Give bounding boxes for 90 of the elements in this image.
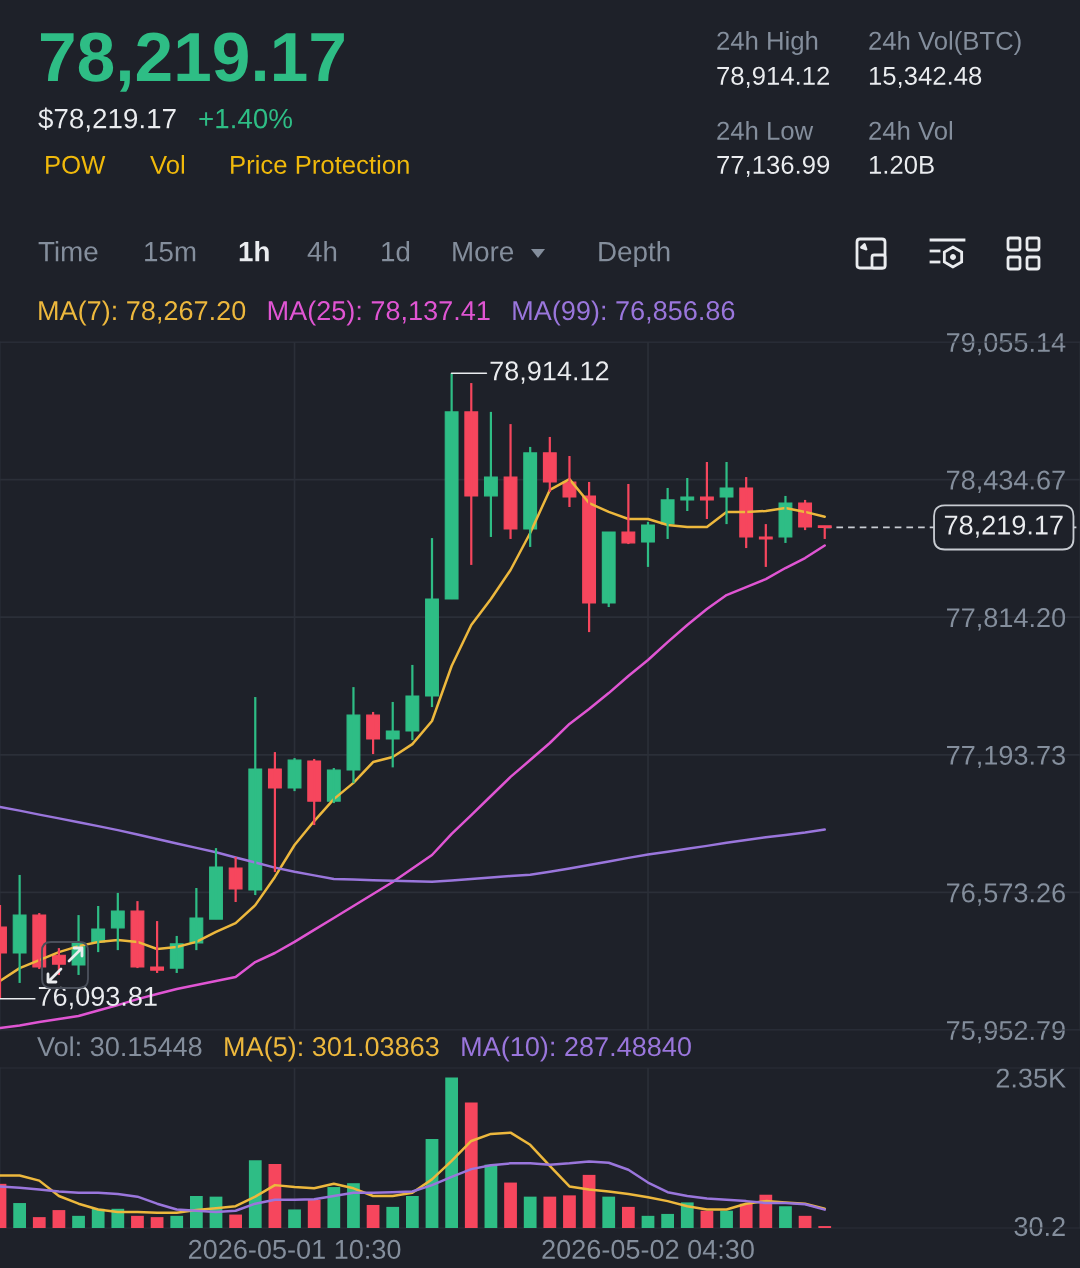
text: $78,219.17 [38,107,176,132]
text: 78,219.17 [40,32,344,92]
text: +1.40% [199,108,292,129]
candlestick [366,710,381,756]
bar [366,1204,380,1228]
candlestick [110,891,125,952]
text: 78,914.12 [717,66,830,88]
line-series [0,544,826,1030]
bar [504,1182,517,1228]
candlestick [621,482,636,546]
bar [621,1206,635,1228]
chart-title: Vol: 30.15448 [37,1036,202,1057]
bar [464,1102,478,1228]
bar [307,1199,321,1228]
bar [248,1160,262,1228]
candlestick [699,460,714,521]
bar [327,1187,341,1228]
text: 15,342.48 [869,66,982,88]
line-series [0,1160,826,1214]
text: MA(10): 287.48840 [462,1036,691,1062]
line-series [0,1131,826,1214]
x-tick-label: 2026-05-02 04:30 [542,1239,754,1259]
text: 1d [382,241,410,262]
y-tick-label: 77,193.73 [947,745,1065,769]
candlestick [385,700,400,769]
annotation: 78,914.12 [490,361,609,384]
bar [641,1215,655,1228]
bar [798,1215,812,1228]
bar [582,1174,596,1228]
text: MA(5): 301.03863 [225,1036,439,1062]
bar [131,1215,144,1228]
candlestick [267,750,282,874]
text: 1h [239,241,269,262]
text: Vol [150,155,185,174]
text: 15m [145,242,196,262]
candlestick [641,520,655,569]
bar [523,1196,537,1228]
bar [563,1195,576,1228]
bar [602,1196,616,1228]
text: 77,136.99 [717,155,830,177]
bar [661,1213,675,1228]
candlestick [228,855,243,904]
y-tick-label: 2.35K [996,1068,1066,1088]
text: MA(25): 78,137.41 [268,300,490,326]
candlestick [817,524,832,541]
text: 24h High [717,31,818,55]
text: More [453,242,514,262]
y-tick-label: 75,952.79 [947,1020,1065,1044]
bar [52,1210,66,1228]
bar [445,1077,459,1228]
x-tick-label: 2026-05-01 10:30 [189,1239,401,1259]
candlestick [150,919,165,975]
bar [700,1210,714,1228]
bar [720,1210,733,1228]
text: 24h Low [717,121,814,140]
line-series [0,805,826,884]
candlestick [680,476,695,513]
text: 4h [307,241,337,262]
text: Depth [599,241,670,267]
bar [288,1209,301,1228]
bar [13,1203,27,1228]
text: 1.20B [869,155,934,174]
bar [150,1217,164,1228]
y-tick-label: 30.2 [1014,1216,1065,1237]
y-tick-label: 77,814.20 [947,608,1066,631]
text: Price Protection [231,155,409,174]
bar [739,1203,753,1228]
bar [484,1164,498,1228]
candlestick [483,410,498,539]
bar [386,1206,400,1228]
text: MA(99): 76,856.86 [513,300,735,326]
bar [170,1215,184,1228]
line-series [0,477,826,983]
bar [91,1208,105,1228]
bar [779,1206,792,1228]
bar [405,1196,419,1228]
text: Time [38,241,98,262]
text: 24h Vol(BTC) [869,31,1021,55]
text: MA(7): 78,267.20 [39,300,246,326]
bar [543,1196,557,1228]
y-tick-label: 79,055.14 [947,332,1066,356]
bar [32,1217,46,1228]
text: 24h Vol [869,121,953,140]
y-tick-label: 78,434.67 [947,470,1065,493]
text: POW [46,155,106,174]
bar [229,1214,243,1228]
ref-line-label: 78,219.17 [944,515,1063,538]
y-tick-label: 76,573.26 [947,883,1065,906]
bar [72,1215,85,1228]
candlestick [758,522,773,569]
